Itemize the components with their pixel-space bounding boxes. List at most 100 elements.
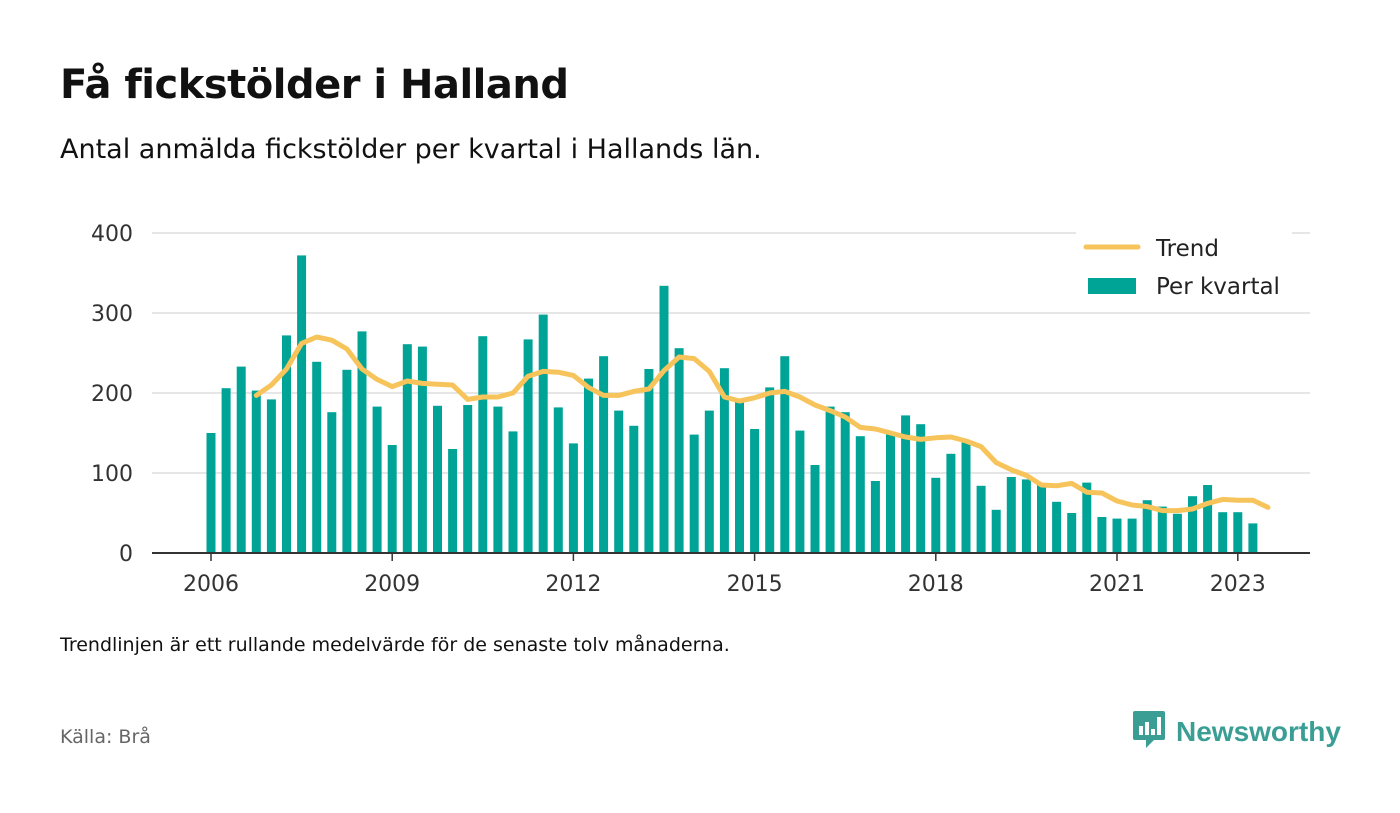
legend-swatch-per-kvartal bbox=[1088, 278, 1136, 294]
chart-subtitle: Antal anmälda fickstölder per kvartal i … bbox=[60, 134, 762, 165]
y-tick-label: 0 bbox=[119, 542, 133, 567]
bar bbox=[1052, 501, 1062, 553]
x-axis-ticks: 2006 2009 2012 2015 2018 2021 2023 bbox=[183, 553, 1266, 597]
bar bbox=[1142, 500, 1152, 553]
bar bbox=[599, 356, 609, 553]
bar bbox=[901, 415, 911, 553]
bar bbox=[1067, 513, 1077, 553]
bar bbox=[1097, 517, 1107, 553]
legend-background bbox=[1076, 228, 1292, 312]
y-tick-label: 300 bbox=[91, 302, 133, 327]
source-label: Källa: Brå bbox=[60, 726, 151, 748]
footnote: Trendlinjen är ett rullande medelvärde f… bbox=[60, 634, 730, 656]
bar bbox=[478, 336, 488, 553]
bar bbox=[342, 369, 352, 553]
bar bbox=[735, 398, 744, 553]
x-tick-label: 2023 bbox=[1210, 572, 1266, 597]
x-tick-label: 2021 bbox=[1089, 572, 1145, 597]
bar bbox=[584, 378, 593, 553]
bar bbox=[433, 405, 442, 553]
bar bbox=[448, 449, 458, 553]
trend-line bbox=[253, 334, 1271, 514]
bar bbox=[629, 425, 639, 553]
bar bbox=[1248, 523, 1258, 553]
bar bbox=[1006, 477, 1016, 553]
bar bbox=[1037, 483, 1046, 553]
bar bbox=[357, 331, 367, 553]
bar bbox=[704, 410, 714, 553]
bar bbox=[206, 433, 216, 553]
bar bbox=[266, 399, 276, 553]
bar bbox=[991, 509, 1001, 553]
bar bbox=[553, 407, 563, 553]
bar bbox=[1218, 512, 1228, 553]
bar bbox=[1112, 518, 1122, 553]
x-tick-label: 2009 bbox=[364, 572, 420, 597]
bar bbox=[961, 441, 971, 553]
brand-name: Newsworthy bbox=[1176, 716, 1341, 747]
bar bbox=[795, 430, 805, 553]
chart-title: Få fickstölder i Halland bbox=[60, 62, 569, 108]
bar bbox=[1188, 496, 1197, 553]
x-tick-label: 2012 bbox=[545, 572, 601, 597]
bar bbox=[825, 406, 835, 553]
bar bbox=[976, 485, 986, 553]
x-tick-label: 2018 bbox=[908, 572, 964, 597]
bar bbox=[221, 388, 231, 553]
bar bbox=[916, 424, 926, 553]
bar bbox=[372, 406, 382, 553]
bar bbox=[840, 412, 850, 553]
bar bbox=[659, 285, 669, 553]
bar bbox=[674, 348, 684, 553]
bar bbox=[568, 443, 578, 553]
bar bbox=[750, 429, 760, 553]
bar bbox=[312, 361, 322, 553]
bar bbox=[886, 433, 895, 553]
bar bbox=[644, 369, 654, 553]
bar bbox=[1127, 518, 1137, 553]
y-axis-tick-labels: 0 100 200 300 400 bbox=[91, 222, 133, 567]
y-tick-label: 200 bbox=[91, 382, 133, 407]
bar bbox=[689, 434, 699, 553]
bar-chart-speech-icon bbox=[1132, 710, 1166, 754]
bar bbox=[1203, 485, 1213, 553]
bar bbox=[493, 406, 503, 553]
bar bbox=[719, 368, 729, 553]
bar bbox=[282, 335, 291, 553]
bar bbox=[251, 390, 261, 553]
bar bbox=[931, 477, 941, 553]
bar bbox=[463, 405, 473, 553]
legend-label-per-kvartal: Per kvartal bbox=[1156, 274, 1280, 300]
bar bbox=[236, 366, 246, 553]
x-tick-label: 2015 bbox=[727, 572, 783, 597]
bar bbox=[1233, 512, 1243, 553]
bar bbox=[402, 344, 412, 553]
bar bbox=[614, 410, 624, 553]
bar bbox=[1082, 482, 1092, 553]
x-tick-label: 2006 bbox=[183, 572, 239, 597]
bar bbox=[855, 436, 865, 553]
y-tick-label: 400 bbox=[91, 222, 133, 247]
bar bbox=[538, 314, 548, 553]
bar bbox=[297, 255, 307, 553]
bar bbox=[765, 387, 775, 553]
bar bbox=[417, 346, 427, 553]
bar bbox=[327, 412, 337, 553]
bar bbox=[1172, 513, 1182, 553]
bar-series-per-kvartal bbox=[206, 255, 1258, 553]
bar bbox=[387, 445, 397, 553]
bar bbox=[523, 339, 533, 553]
legend-label-trend: Trend bbox=[1155, 236, 1219, 262]
trend-line-series bbox=[253, 334, 1271, 514]
bar bbox=[946, 453, 956, 553]
bar bbox=[810, 465, 820, 553]
y-tick-label: 100 bbox=[91, 462, 133, 487]
legend: Trend Per kvartal bbox=[1076, 228, 1292, 312]
newsworthy-logo[interactable]: Newsworthy bbox=[1132, 710, 1341, 754]
bar bbox=[508, 431, 518, 553]
bar bbox=[1157, 506, 1167, 553]
bar bbox=[870, 481, 880, 553]
bar bbox=[780, 356, 790, 553]
bar bbox=[1021, 479, 1031, 553]
